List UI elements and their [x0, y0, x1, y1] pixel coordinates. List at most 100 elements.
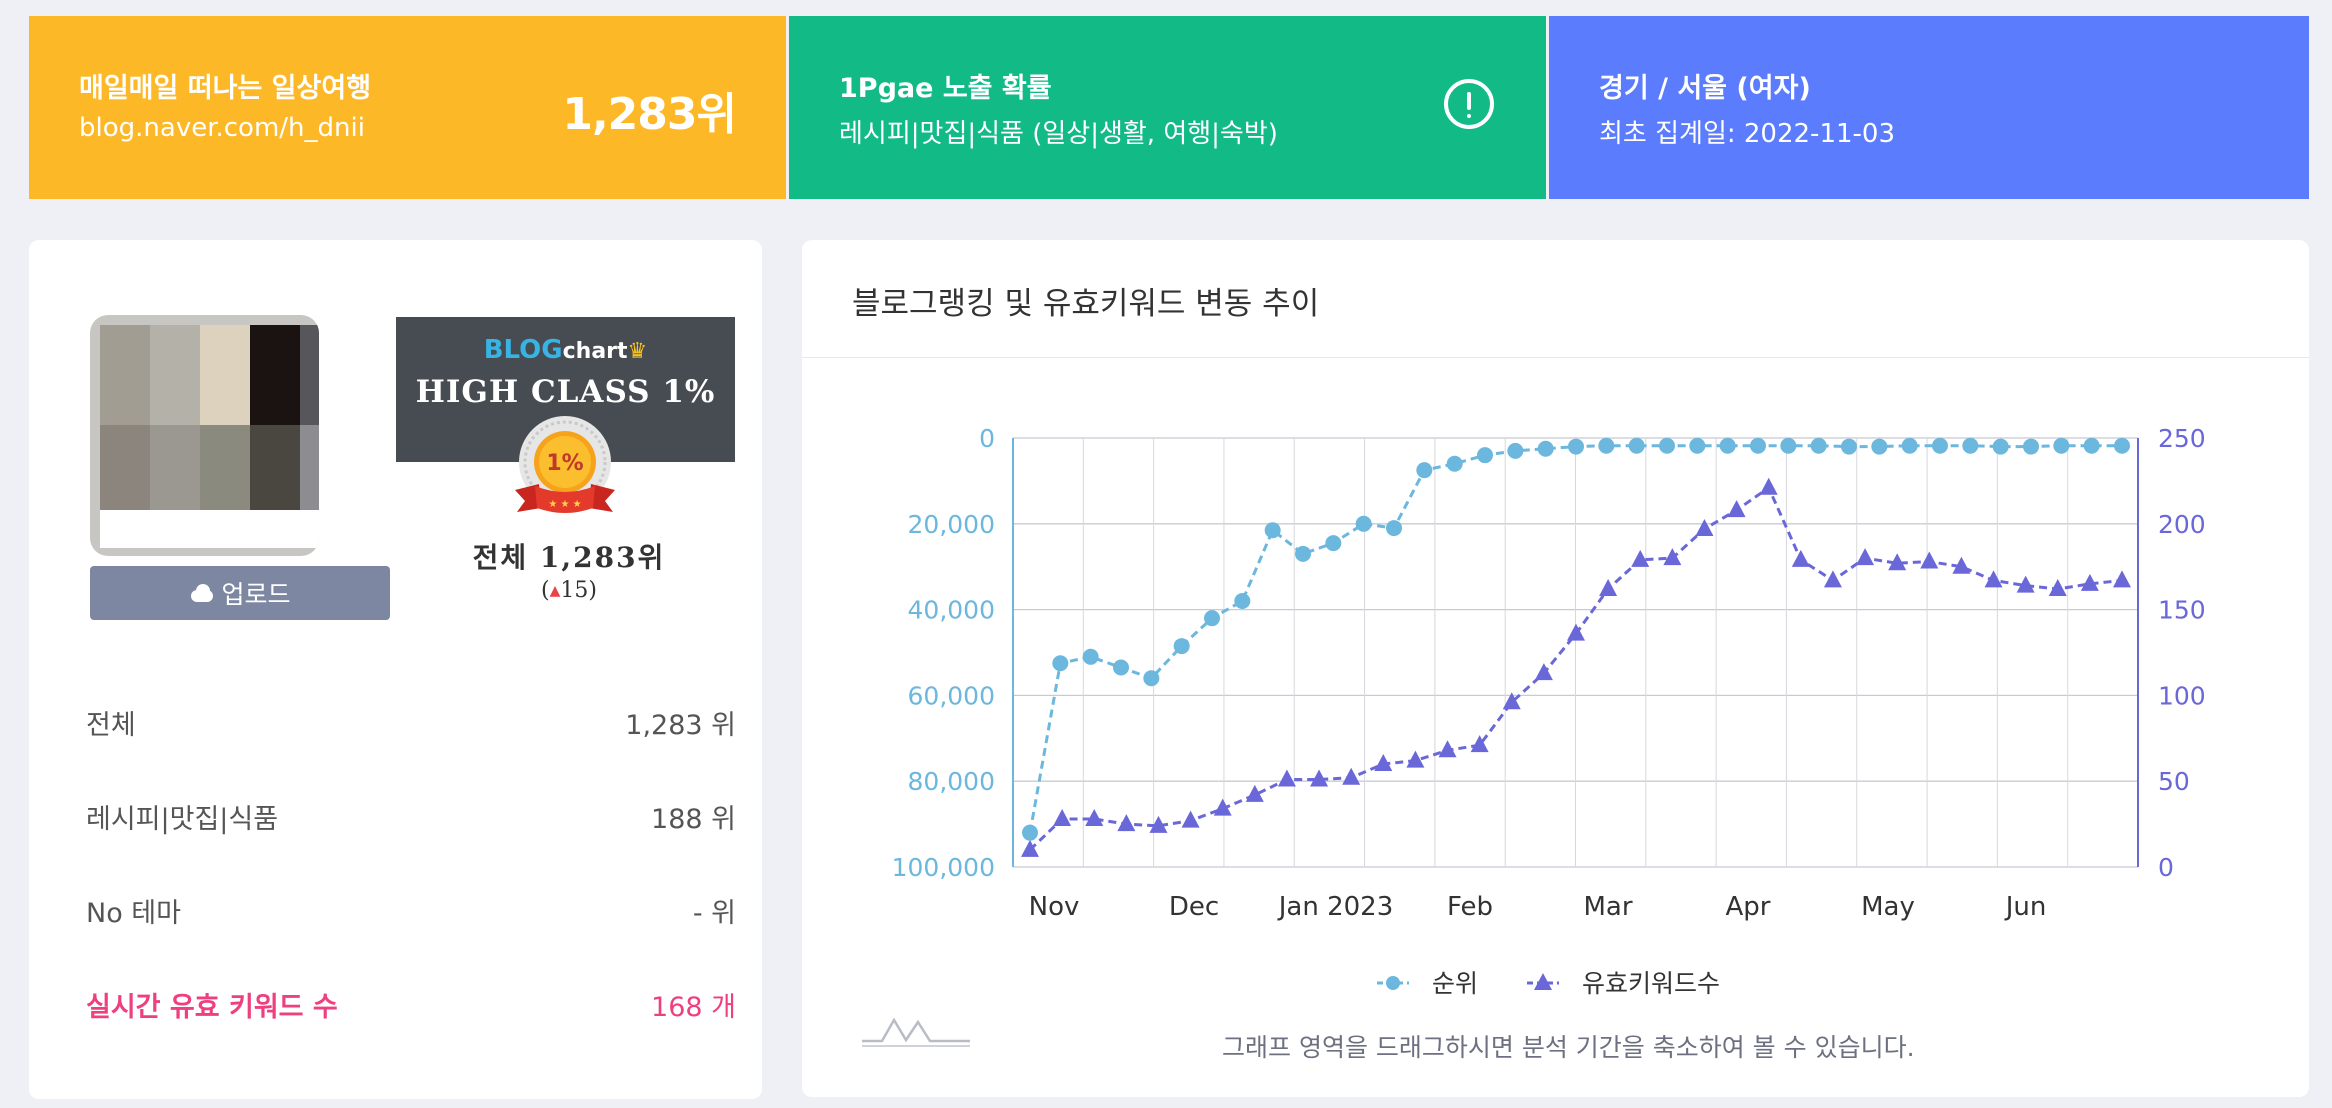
keyword-point [1053, 808, 1072, 826]
region-card: 경기 / 서울 (여자) 최초 집계일: 2022-11-03 [1549, 16, 2309, 199]
keyword-point [1823, 570, 1842, 588]
keyword-point [1920, 551, 1939, 569]
rank-point [1810, 437, 1827, 454]
legend-rank-marker [1386, 976, 1400, 990]
rank-point [1234, 593, 1251, 610]
keyword-point [1599, 579, 1618, 597]
keyword-point [1117, 814, 1136, 832]
keyword-point [1181, 810, 1200, 828]
arrow-up-icon: ▲ [549, 583, 561, 599]
rank-point [1416, 462, 1433, 479]
rank-point [2114, 437, 2130, 454]
blog-url[interactable]: blog.naver.com/h_dnii [79, 113, 365, 143]
keyword-point [1085, 808, 1104, 826]
exposure-title: 1Pgae 노출 확률 [839, 73, 1052, 104]
y-left-tick: 40,000 [908, 596, 995, 625]
keyword-point [2113, 570, 2131, 588]
rank-point [1022, 824, 1038, 841]
alert-circle-icon[interactable] [1444, 79, 1494, 129]
keyword-point [1984, 570, 2003, 588]
rank-point [1295, 545, 1311, 562]
keyword-point [1438, 740, 1457, 758]
blog-rank: 1,283위 [562, 89, 737, 140]
blogchart-logo: BLOGchart♛ [483, 335, 648, 365]
trend-chart[interactable]: 0 20,000 40,000 60,000 80,000 100,000 250 200 15… [802, 240, 2309, 1097]
rank-point [1082, 648, 1099, 665]
keyword-point [1952, 556, 1971, 574]
upload-label: 업로드 [221, 580, 291, 609]
stat-row-keywords: 실시간 유효 키워드 수 168 개 [86, 992, 736, 1023]
y-right-tick: 50 [2158, 767, 2190, 796]
blogchart-badge: BLOGchart♛ HIGH CLASS 1% [396, 317, 735, 462]
keyword-point [1470, 735, 1489, 753]
x-tick: Apr [1726, 892, 1771, 922]
keyword-point [1213, 798, 1232, 816]
blog-info-card: 매일매일 떠나는 일상여행 blog.naver.com/h_dnii 1,28… [29, 16, 786, 199]
total-rank: 전체 1,283위 [472, 541, 666, 574]
rank-change: (▲15) [541, 578, 597, 603]
rank-point [1871, 438, 1888, 455]
x-tick: Jun [2004, 892, 2047, 922]
rank-point [2083, 437, 2100, 454]
x-tick: Dec [1169, 892, 1219, 922]
keyword-point [1727, 500, 1746, 518]
rank-point [1507, 442, 1524, 459]
rank-point [1477, 447, 1493, 464]
medal-label: 1% [546, 451, 583, 476]
rank-point [1689, 437, 1706, 454]
badge-class: HIGH CLASS 1% [415, 374, 716, 410]
y-left-tick: 100,000 [892, 853, 995, 882]
rank-point [1780, 437, 1797, 454]
rank-point [1750, 437, 1766, 454]
y-right-tick: 200 [2158, 510, 2206, 539]
keyword-point [1502, 692, 1521, 710]
blog-name: 매일매일 떠나는 일상여행 [79, 73, 372, 104]
rank-change-value: 15 [560, 578, 589, 603]
keyword-point [1888, 553, 1907, 571]
keyword-point [1342, 767, 1361, 785]
y-right-tick: 100 [2158, 681, 2206, 710]
chart-title: 블로그랭킹 및 유효키워드 변동 추이 [852, 286, 1320, 322]
stat-row-theme: No 테마 - 위 [86, 898, 736, 929]
y-right-tick: 150 [2158, 596, 2206, 625]
exposure-card: 1Pgae 노출 확률 레시피|맛집|식품 (일상|생활, 여행|숙박) [789, 16, 1546, 199]
keyword-point [1695, 518, 1714, 536]
rank-point [2023, 438, 2039, 455]
keyword-point [1021, 839, 1039, 857]
y-right-tick: 0 [2158, 853, 2174, 882]
rank-point [1325, 535, 1342, 552]
y-left-tick: 80,000 [908, 767, 995, 796]
y-left-tick: 20,000 [908, 510, 995, 539]
rank-point [1204, 610, 1220, 627]
rank-point [1598, 437, 1615, 454]
keyword-point [1245, 784, 1264, 802]
exposure-category: 레시피|맛집|식품 (일상|생활, 여행|숙박) [839, 119, 1278, 149]
stat-row-category: 레시피|맛집|식품 188 위 [86, 804, 736, 835]
legend-rank-label: 순위 [1432, 969, 1478, 998]
keyword-point [1149, 815, 1168, 833]
keyword-point [1791, 549, 1810, 567]
keyword-point [1310, 769, 1329, 787]
rank-point [1537, 440, 1554, 457]
navigator-icon [862, 1017, 970, 1043]
legend-keyword-label: 유효키워드수 [1582, 969, 1720, 998]
cloud-upload-icon [189, 584, 215, 602]
rank-point [1901, 437, 1918, 454]
avatar [90, 315, 319, 556]
rank-point [1355, 515, 1372, 532]
keyword-point [1406, 750, 1425, 768]
keyword-point [1374, 754, 1393, 772]
keyword-point [2016, 575, 2035, 593]
crown-icon: ♛ [627, 339, 648, 364]
keyword-point [1534, 663, 1553, 681]
y-right-tick: 250 [2158, 424, 2206, 453]
x-tick: Nov [1029, 892, 1080, 922]
region-title: 경기 / 서울 (여자) [1599, 73, 1811, 104]
upload-button[interactable]: 업로드 [90, 566, 390, 620]
profile-panel: 업로드 BLOGchart♛ HIGH CLASS 1% 1% ★ ★ ★ 전체… [29, 240, 762, 1099]
rank-point [1446, 455, 1463, 472]
stat-row-total: 전체 1,283 위 [86, 710, 736, 741]
legend-keyword-marker [1534, 973, 1552, 990]
rank-point [1113, 659, 1129, 676]
keyword-point [1856, 548, 1875, 566]
